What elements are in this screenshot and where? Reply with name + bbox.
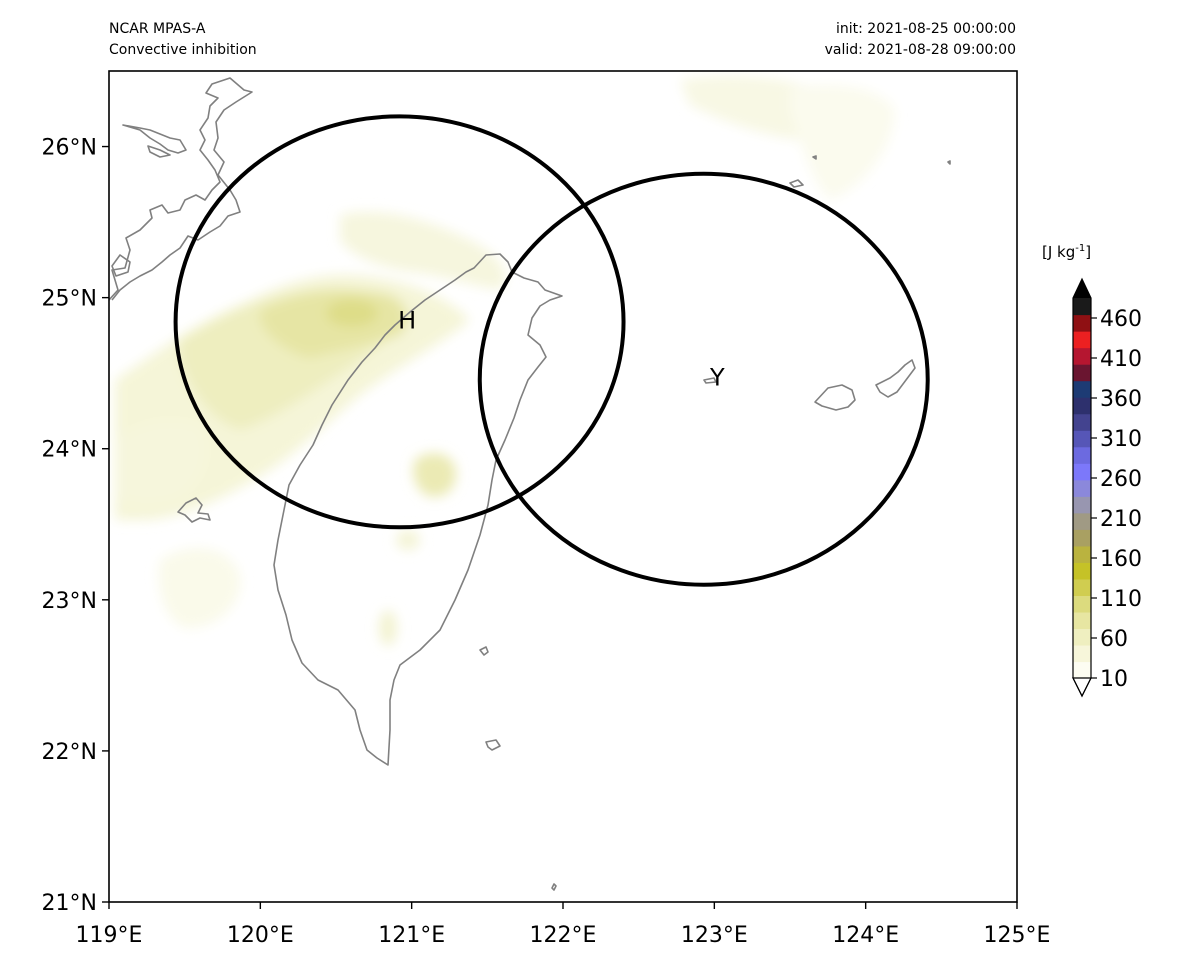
colorbar-swatch — [1073, 562, 1091, 580]
circle-H — [173, 114, 626, 530]
colorbar-swatches — [1073, 298, 1091, 679]
colorbar-tick-label: 10 — [1100, 667, 1128, 692]
circle-Y — [477, 171, 930, 587]
colorbar-swatch — [1073, 479, 1091, 497]
lon-tick-label: 121°E — [378, 923, 445, 948]
colorbar-swatch — [1073, 397, 1091, 415]
senkaku-coastline — [789, 155, 951, 188]
cin-shading — [115, 75, 895, 646]
init-time: init: 2021-08-25 00:00:00 — [836, 21, 1016, 37]
colorbar-swatch — [1073, 529, 1091, 547]
marker-y-label: Y — [709, 364, 725, 392]
green-island-coastline — [479, 646, 489, 656]
colorbar-extend-min — [1072, 677, 1092, 698]
colorbar-tick-label: 160 — [1100, 547, 1142, 572]
colorbar-swatch — [1073, 512, 1091, 530]
colorbar-tick-label: 110 — [1100, 587, 1142, 612]
marker-h-label: H — [398, 306, 416, 334]
colorbar-tick-label: 360 — [1100, 387, 1142, 412]
colorbar-tick-label: 60 — [1100, 627, 1128, 652]
colorbar-swatch — [1073, 496, 1091, 514]
haitan-coastline — [111, 254, 131, 277]
colorbar-unit: [J kg-1] — [1042, 243, 1091, 261]
latitude-axis: 21°N 22°N 23°N 24°N 25°N 26°N — [42, 136, 109, 916]
penghu-coastline — [177, 497, 211, 523]
colorbar: [J kg-1] 10 60 110 160 210 260 310 360 410 460 — [1042, 243, 1142, 698]
colorbar-swatch — [1073, 595, 1091, 613]
colorbar-tick-label: 260 — [1100, 467, 1142, 492]
iriomote-coastline — [814, 384, 856, 411]
lat-tick-label: 24°N — [42, 438, 97, 463]
lon-tick-label: 125°E — [984, 923, 1051, 948]
colorbar-swatch — [1073, 446, 1091, 464]
taiwan-coastline — [273, 253, 563, 766]
ishigaki-coastline — [875, 359, 916, 398]
colorbar-swatch — [1073, 314, 1091, 332]
colorbar-swatch — [1073, 331, 1091, 349]
lat-tick-label: 26°N — [42, 136, 97, 161]
lat-tick-label: 22°N — [42, 740, 97, 765]
lon-tick-label: 123°E — [681, 923, 748, 948]
lon-tick-label: 120°E — [227, 923, 294, 948]
zhoushan-coastline — [122, 124, 187, 158]
colorbar-swatch — [1073, 413, 1091, 431]
colorbar-swatch — [1073, 347, 1091, 365]
lon-tick-label: 122°E — [530, 923, 597, 948]
colorbar-tick-label: 210 — [1100, 507, 1142, 532]
lon-tick-label: 124°E — [832, 923, 899, 948]
colorbar-swatch — [1073, 298, 1091, 316]
longitude-axis: 119°E 120°E 121°E 122°E 123°E 124°E 125°E — [76, 902, 1051, 948]
orchid-island-coastline — [485, 739, 501, 751]
colorbar-tick-label: 460 — [1100, 307, 1142, 332]
lat-tick-label: 21°N — [42, 891, 97, 916]
colorbar-swatch — [1073, 644, 1091, 663]
model-name: NCAR MPAS-A — [109, 21, 206, 37]
colorbar-ticks: 10 60 110 160 210 260 310 360 410 460 — [1091, 307, 1142, 692]
colorbar-tick-label: 310 — [1100, 427, 1142, 452]
colorbar-swatch — [1073, 628, 1091, 646]
small-islet-coastline — [551, 883, 557, 891]
field-name: Convective inhibition — [109, 42, 257, 58]
colorbar-swatch — [1073, 661, 1091, 679]
colorbar-swatch — [1073, 611, 1091, 630]
colorbar-swatch — [1073, 380, 1091, 398]
colorbar-swatch — [1073, 430, 1091, 448]
lat-tick-label: 25°N — [42, 287, 97, 312]
colorbar-swatch — [1073, 364, 1091, 382]
map-panel: H Y — [109, 71, 1017, 902]
colorbar-extend-max — [1073, 279, 1091, 298]
lon-tick-label: 119°E — [76, 923, 143, 948]
lat-tick-label: 23°N — [42, 589, 97, 614]
colorbar-swatch — [1073, 545, 1091, 563]
colorbar-swatch — [1073, 463, 1091, 481]
yonaguni-coastline — [703, 377, 717, 384]
colorbar-swatch — [1073, 578, 1091, 596]
colorbar-tick-label: 410 — [1100, 347, 1142, 372]
valid-time: valid: 2021-08-28 09:00:00 — [825, 42, 1016, 58]
